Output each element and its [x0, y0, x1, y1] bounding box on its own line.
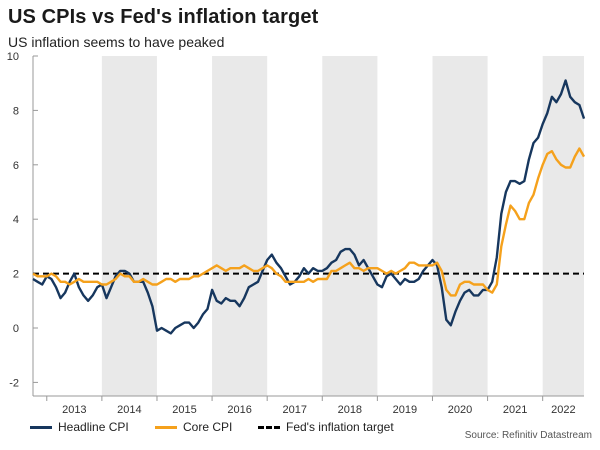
x-tick-label: 2017 — [282, 404, 306, 416]
source-note: Source: Refinitiv Datastream — [464, 430, 592, 441]
legend-core-label: Core CPI — [183, 420, 233, 434]
shaded-band-2022 — [542, 56, 584, 396]
shaded-band-2018 — [322, 56, 378, 396]
shaded-band-2016 — [212, 56, 268, 396]
legend-target-swatch — [258, 425, 280, 429]
y-axis: -2 0 2 4 6 8 10 — [7, 51, 38, 396]
legend-headline-label: Headline CPI — [58, 420, 129, 434]
series-lines — [32, 79, 586, 335]
chart-title: US CPIs vs Fed's inflation target — [8, 6, 319, 28]
y-tick-label: 8 — [13, 105, 19, 117]
x-axis: 2013 2014 2015 2016 2017 2018 2019 2020 2021 2022 — [33, 395, 584, 416]
chart-subtitle: US inflation seems to have peaked — [8, 34, 225, 50]
shaded-band-2014 — [101, 56, 157, 396]
y-tick-label: 10 — [7, 51, 19, 63]
shaded-band-2020 — [432, 56, 488, 396]
x-tick-label: 2016 — [227, 404, 251, 416]
y-tick-label: 6 — [13, 160, 19, 172]
x-tick-label: 2018 — [338, 404, 362, 416]
legend-item-headline: Headline CPI — [30, 419, 129, 435]
headline-cpi-line — [32, 79, 586, 335]
y-tick-label: -2 — [9, 377, 19, 389]
legend-core-swatch — [155, 425, 177, 429]
x-tick-label: 2020 — [448, 404, 472, 416]
x-tick-label: 2021 — [503, 404, 527, 416]
legend-headline-swatch — [30, 425, 52, 429]
x-tick-label: 2014 — [117, 404, 141, 416]
core-cpi-line — [32, 147, 586, 297]
legend-item-target: Fed's inflation target — [258, 419, 394, 435]
legend-item-core: Core CPI — [155, 419, 232, 435]
y-tick-label: 2 — [13, 269, 19, 281]
shaded-year-bands — [101, 56, 584, 396]
legend-target-label: Fed's inflation target — [286, 420, 394, 434]
y-tick-label: 4 — [13, 214, 19, 226]
y-tick-label: 0 — [13, 323, 19, 335]
x-tick-label: 2019 — [393, 404, 417, 416]
x-tick-label: 2022 — [551, 404, 575, 416]
x-tick-label: 2015 — [172, 404, 196, 416]
x-tick-label: 2013 — [62, 404, 86, 416]
